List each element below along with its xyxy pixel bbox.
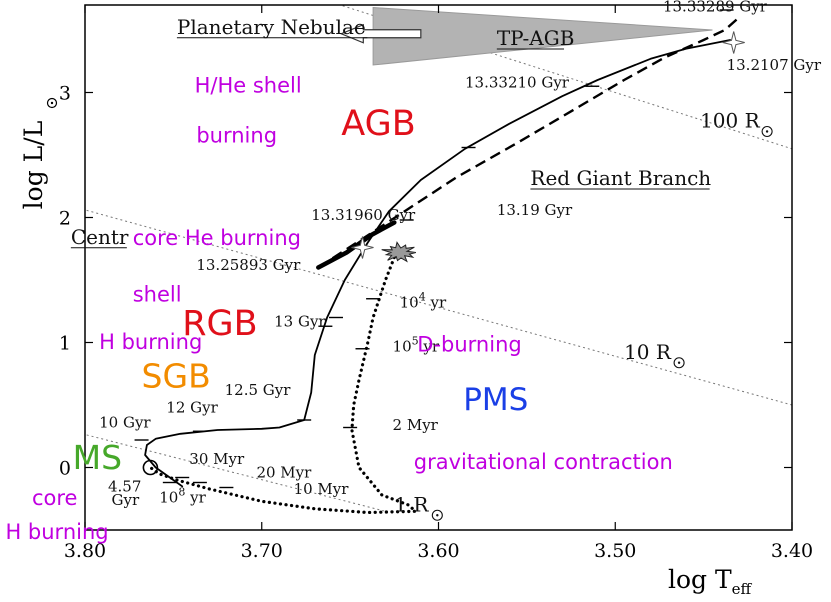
x-tick-label-0: 3.80 <box>64 540 106 562</box>
marker-star-1 <box>351 236 374 259</box>
series-line-1 <box>316 220 397 270</box>
overlay-label-6: RGB <box>182 304 257 344</box>
series-line-2 <box>317 16 740 269</box>
x-tick-label-2: 3.60 <box>417 540 459 562</box>
annotation-15: 12.5 Gyr <box>225 381 292 399</box>
annotation-5-solar-symbol <box>761 125 773 138</box>
annotation-5-solar-dot <box>765 130 769 133</box>
annotation-13-unit: yr <box>419 337 440 355</box>
annotation-20: 20 Myr <box>256 464 312 482</box>
overlay-label-3: core He burning <box>133 226 301 250</box>
y-axis-solar-symbol <box>46 97 58 109</box>
annotation-6: Red Giant Branch <box>530 166 711 190</box>
x-tick-label-1: 3.70 <box>241 540 283 562</box>
annotation-23: 108 yr <box>159 486 206 507</box>
overlay-label-5: H burning <box>99 330 202 354</box>
y-tick-label-1: 1 <box>59 333 71 355</box>
annotation-19: 30 Myr <box>189 450 245 468</box>
annotation-7: 13.19 Gyr <box>497 201 573 219</box>
annotation-23-unit: yr <box>185 489 206 507</box>
overlay-label-7: SGB <box>142 357 211 396</box>
overlay-label-13: H burning <box>5 520 108 544</box>
annotation-8: 13.31960 Gyr <box>311 206 416 224</box>
y-axis-label: log L/L <box>19 121 48 210</box>
y-tick-label-2: 2 <box>59 208 71 230</box>
annotation-10: 13.25893 Gyr <box>196 256 301 274</box>
annotation-14-solar-symbol <box>673 357 685 369</box>
y-tick-label-0: 0 <box>59 458 71 480</box>
annotation-23-base: 10 <box>159 489 178 507</box>
y-tick-label-3: 3 <box>59 83 71 105</box>
annotation-24: 10 Myr <box>294 480 350 498</box>
annotation-11-sup: 4 <box>419 291 426 304</box>
overlay-label-0: H/He shell <box>195 74 302 98</box>
annotation-16: 12 Gyr <box>166 399 218 417</box>
annotation-12: 13 Gyr <box>274 312 326 330</box>
overlay-label-11: gravitational contraction <box>414 450 673 474</box>
series-line-0 <box>144 39 731 488</box>
annotation-23-sup: 8 <box>178 486 185 499</box>
radius-line-1 <box>85 209 792 406</box>
x-tick-label-4: 3.40 <box>771 540 813 562</box>
marker-star-2 <box>722 31 745 54</box>
annotation-11: 104 yr <box>400 291 447 312</box>
annotation-14-solar-dot <box>677 361 681 364</box>
x-axis-label: log Teff <box>668 565 753 598</box>
annotation-25-solar-symbol <box>431 509 443 521</box>
annotation-9: Centr <box>71 225 129 249</box>
annotation-3: 13.2107 Gyr <box>727 56 822 74</box>
annotation-25: 1 R <box>394 492 429 516</box>
marker-burst-3 <box>381 241 417 263</box>
annotation-11-unit: yr <box>426 294 447 312</box>
annotation-17: 10 Gyr <box>99 414 151 432</box>
annotation-14: 10 R <box>624 340 672 364</box>
annotation-21: 4.57 <box>108 477 141 495</box>
annotation-5: 100 R <box>700 109 761 133</box>
x-tick-label-3: 3.50 <box>594 540 636 562</box>
annotation-25-solar-dot <box>436 514 439 517</box>
annotation-1: TP-AGB <box>497 26 575 50</box>
annotation-13-base: 10 <box>393 337 412 355</box>
annotation-13: 105 yr <box>393 334 440 355</box>
annotation-0: Planetary Nebulae <box>177 15 366 39</box>
overlay-label-12: core <box>32 486 78 510</box>
annotation-18: 2 Myr <box>393 416 439 434</box>
annotation-13-sup: 5 <box>412 334 419 347</box>
annotation-11-base: 10 <box>400 294 419 312</box>
plot-area <box>85 5 792 515</box>
annotation-2: 13.33289 Gyr <box>663 0 768 15</box>
annotation-4: 13.33210 Gyr <box>465 74 570 92</box>
y-axis-solar-symbol-dot <box>50 101 54 105</box>
series-line-3 <box>148 255 418 515</box>
marker-circle-0 <box>142 459 159 476</box>
overlay-label-10: MS <box>73 438 122 477</box>
overlay-label-1: burning <box>196 124 277 148</box>
x-axis-label-sub: eff <box>732 580 753 598</box>
annotation-22: Gyr <box>112 491 140 509</box>
overlay-label-2: AGB <box>341 104 415 144</box>
overlay-label-9: PMS <box>463 382 528 418</box>
overlay-label-8: D-burning <box>417 332 521 356</box>
overlay-label-4: shell <box>133 282 182 306</box>
